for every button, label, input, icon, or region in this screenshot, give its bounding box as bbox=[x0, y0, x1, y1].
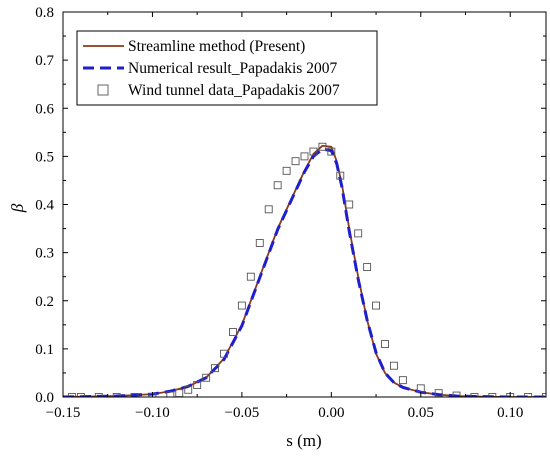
wind-tunnel-point bbox=[193, 381, 202, 389]
y-tick-label: 0.5 bbox=[35, 149, 54, 165]
wind-tunnel-point bbox=[336, 171, 345, 180]
wind-tunnel-point bbox=[76, 393, 85, 397]
y-tick-label: 0.0 bbox=[35, 390, 54, 406]
wind-tunnel-point bbox=[175, 389, 184, 397]
wind-tunnel-point bbox=[389, 361, 398, 370]
series-group bbox=[63, 142, 546, 397]
wind-tunnel-point bbox=[291, 157, 300, 166]
wind-tunnel-point bbox=[354, 229, 363, 238]
wind-tunnel-point bbox=[166, 391, 175, 397]
wind-tunnel-point bbox=[264, 205, 273, 214]
y-tick-label: 0.7 bbox=[35, 53, 54, 69]
x-tick-label: −0.05 bbox=[225, 405, 260, 421]
wind-tunnel-point bbox=[452, 391, 461, 397]
wind-tunnel-point bbox=[318, 142, 327, 151]
x-tick-label: −0.10 bbox=[135, 405, 170, 421]
streamline-method-line bbox=[63, 144, 546, 397]
legend-label: Streamline method (Present) bbox=[128, 38, 305, 55]
legend: Streamline method (Present) Numerical res… bbox=[76, 30, 378, 106]
y-tick-label: 0.3 bbox=[35, 246, 54, 262]
ticks: −0.15 −0.10 −0.05 0.00 0.05 0.10 0.0 0.1 0.2 0.3 0… bbox=[35, 5, 546, 421]
wind-tunnel-point bbox=[309, 147, 318, 156]
wind-tunnel-point bbox=[282, 166, 291, 175]
legend-label: Numerical result_Papadakis 2007 bbox=[128, 60, 337, 77]
wind-tunnel-point bbox=[94, 393, 103, 397]
legend-marker-square bbox=[97, 84, 109, 96]
legend-box bbox=[76, 30, 378, 106]
plot-area bbox=[63, 142, 546, 397]
wind-tunnel-point bbox=[327, 147, 336, 156]
wind-tunnel-point bbox=[220, 349, 228, 358]
y-tick-label: 0.1 bbox=[35, 342, 54, 358]
x-tick-label: −0.15 bbox=[46, 405, 81, 421]
x-tick-label: 0.00 bbox=[318, 405, 344, 421]
x-axis-title: s (m) bbox=[286, 431, 321, 450]
wind-tunnel-point bbox=[246, 272, 255, 281]
y-tick-label: 0.2 bbox=[35, 294, 54, 310]
wind-tunnel-point bbox=[524, 393, 533, 397]
legend-label: Wind tunnel data_Papadakis 2007 bbox=[128, 82, 340, 99]
wind-tunnel-point bbox=[372, 301, 381, 310]
wind-tunnel-point bbox=[345, 200, 354, 209]
wind-tunnel-point bbox=[211, 364, 220, 373]
numerical-result-line bbox=[63, 147, 546, 397]
wind-tunnel-point bbox=[112, 393, 121, 397]
wind-tunnel-point bbox=[273, 181, 282, 190]
wind-tunnel-point bbox=[381, 340, 389, 349]
wind-tunnel-point bbox=[363, 263, 372, 272]
y-axis-title: β bbox=[8, 203, 27, 213]
wind-tunnel-point bbox=[398, 376, 407, 385]
wind-tunnel-point bbox=[416, 384, 425, 393]
wind-tunnel-point bbox=[202, 373, 211, 382]
wind-tunnel-point bbox=[228, 328, 237, 336]
wind-tunnel-point bbox=[255, 239, 264, 247]
wind-tunnel-point bbox=[184, 385, 193, 394]
wind-tunnel-point bbox=[67, 393, 76, 397]
y-tick-label: 0.8 bbox=[35, 5, 54, 21]
y-tick-label: 0.4 bbox=[35, 198, 54, 214]
wind-tunnel-point bbox=[130, 393, 139, 397]
wind-tunnel-point bbox=[470, 393, 479, 397]
wind-tunnel-point bbox=[488, 393, 497, 397]
wind-tunnel-point bbox=[300, 152, 309, 161]
y-tick-label: 0.6 bbox=[35, 101, 54, 117]
x-tick-label: 0.05 bbox=[408, 405, 434, 421]
wind-tunnel-point bbox=[237, 301, 246, 310]
x-tick-label: 0.10 bbox=[497, 405, 523, 421]
